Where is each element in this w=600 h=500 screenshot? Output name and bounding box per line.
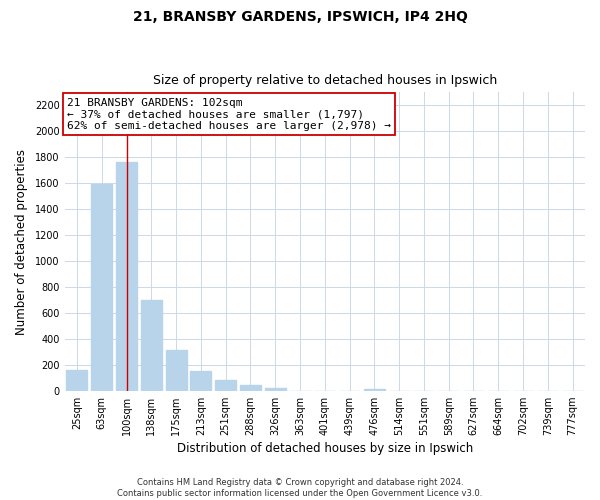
Text: 21 BRANSBY GARDENS: 102sqm
← 37% of detached houses are smaller (1,797)
62% of s: 21 BRANSBY GARDENS: 102sqm ← 37% of deta…: [67, 98, 391, 130]
Text: 21, BRANSBY GARDENS, IPSWICH, IP4 2HQ: 21, BRANSBY GARDENS, IPSWICH, IP4 2HQ: [133, 10, 467, 24]
Bar: [116, 162, 137, 390]
Bar: [141, 300, 162, 390]
Bar: [215, 380, 236, 390]
Bar: [67, 370, 88, 390]
Text: Contains HM Land Registry data © Crown copyright and database right 2024.
Contai: Contains HM Land Registry data © Crown c…: [118, 478, 482, 498]
Bar: [91, 184, 112, 390]
Title: Size of property relative to detached houses in Ipswich: Size of property relative to detached ho…: [152, 74, 497, 87]
Bar: [240, 385, 261, 390]
X-axis label: Distribution of detached houses by size in Ipswich: Distribution of detached houses by size …: [176, 442, 473, 455]
Y-axis label: Number of detached properties: Number of detached properties: [15, 148, 28, 334]
Bar: [265, 388, 286, 390]
Bar: [190, 370, 211, 390]
Bar: [166, 350, 187, 391]
